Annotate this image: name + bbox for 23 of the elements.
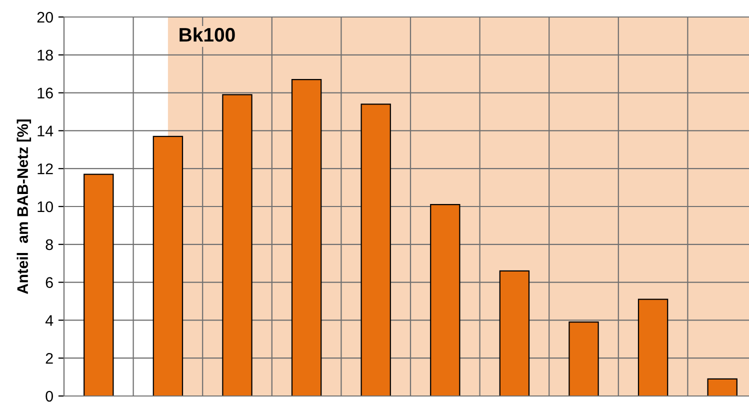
y-axis-title: Anteil am BAB-Netz [%]	[16, 120, 32, 294]
bar	[291, 78, 322, 396]
bar	[707, 378, 738, 396]
y-tick-label: 4	[45, 315, 54, 326]
y-tick-label: 8	[46, 239, 53, 250]
y-tick-label: 18	[38, 50, 53, 61]
y-tick-label: 10	[38, 201, 53, 212]
bar	[222, 94, 252, 396]
bar	[152, 136, 184, 396]
bar	[360, 104, 391, 396]
y-tick-label: 20	[37, 12, 53, 23]
y-tick-label: 16	[38, 88, 53, 98]
y-tick-label: 2	[46, 352, 53, 364]
bar	[638, 298, 668, 396]
y-tick-label: 6	[46, 277, 53, 288]
y-tick-label: 12	[38, 163, 53, 174]
bar	[84, 174, 114, 396]
y-tick-label: 0	[46, 390, 53, 402]
bar	[430, 204, 460, 396]
bar	[568, 322, 599, 396]
annotation: Bk100	[180, 27, 235, 42]
bar	[499, 270, 530, 396]
y-tick-label: 14	[38, 126, 54, 136]
